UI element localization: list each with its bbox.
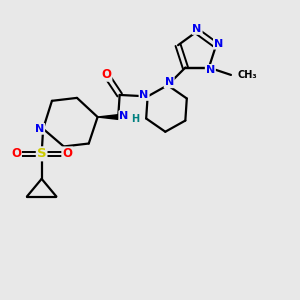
Text: N: N [214, 39, 223, 49]
Text: N: N [206, 65, 215, 75]
Text: H: H [131, 114, 139, 124]
Text: CH₃: CH₃ [237, 70, 257, 80]
Polygon shape [98, 115, 118, 119]
Text: N: N [119, 111, 129, 122]
Text: O: O [101, 68, 111, 81]
Text: N: N [140, 90, 149, 100]
Text: N: N [193, 24, 202, 34]
Text: S: S [37, 147, 46, 160]
Text: N: N [164, 77, 174, 87]
Text: N: N [35, 124, 44, 134]
Text: H: H [130, 114, 139, 124]
Text: N: N [119, 111, 129, 121]
Text: O: O [11, 147, 21, 160]
Text: O: O [62, 147, 72, 160]
